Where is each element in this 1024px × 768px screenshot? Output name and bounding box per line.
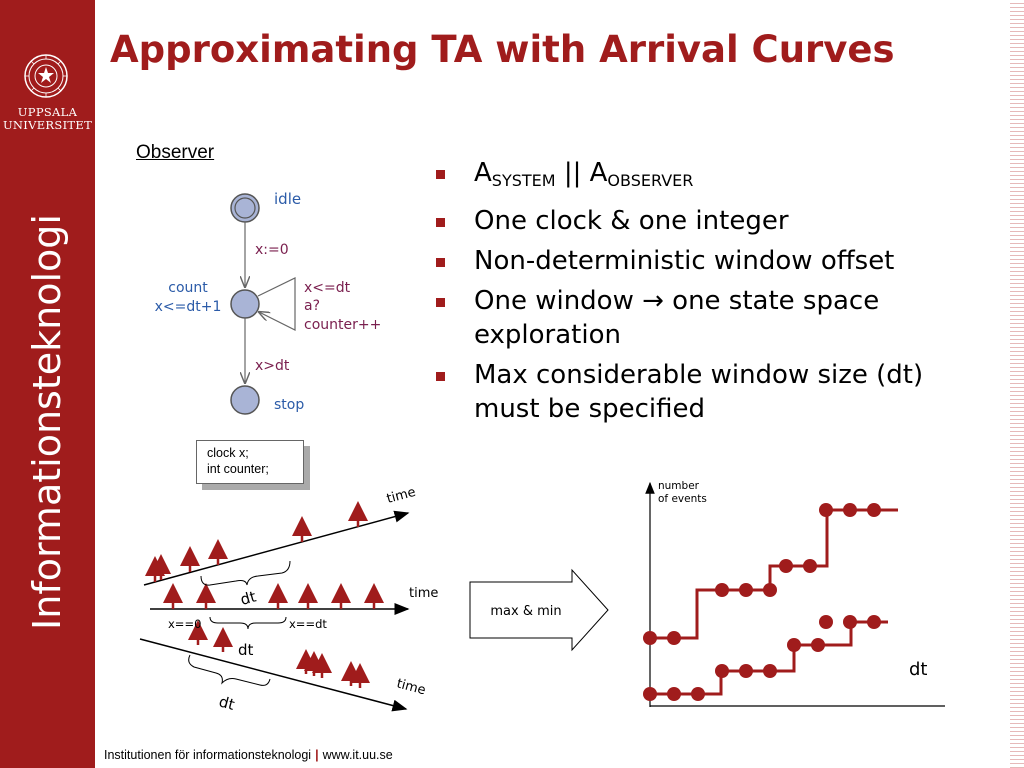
upper-point — [779, 559, 793, 573]
declarations-box: clock x; int counter; — [196, 440, 304, 484]
bottom-dt-label: dt — [217, 692, 237, 713]
lower-arrival-curve — [648, 620, 888, 696]
bullet-one-window: One window → one state space exploration — [436, 284, 996, 352]
window-start-label: x==0 — [168, 617, 201, 631]
bottom-brace — [188, 654, 271, 686]
lower-point — [691, 687, 705, 701]
middle-time-label: time — [409, 586, 438, 601]
lower-point — [819, 615, 833, 629]
bullet-list: ASYSTEM || AOBSERVER One clock & one int… — [436, 156, 996, 432]
lower-point — [715, 664, 729, 678]
stop-label: stop — [274, 397, 304, 413]
upper-point — [843, 503, 857, 517]
decorative-rule-pattern — [1010, 0, 1024, 768]
university-name-line2: UNIVERSITET — [2, 118, 93, 132]
bullet-composition-system: SYSTEM — [491, 171, 556, 190]
count-label: count — [168, 280, 208, 296]
declaration-counter: int counter; — [207, 462, 269, 476]
lower-point — [763, 664, 777, 678]
middle-dt-label: dt — [238, 641, 254, 659]
footer-url[interactable]: www.it.uu.se — [322, 748, 393, 762]
max-min-arrow-shape — [469, 568, 609, 652]
university-seal-icon — [24, 54, 68, 98]
university-name: UPPSALA UNIVERSITET — [0, 106, 95, 132]
count-invariant: x<=dt+1 — [155, 299, 222, 315]
bottom-time-label: time — [395, 676, 427, 698]
upper-point — [643, 631, 657, 645]
arrival-curves-chart: number of events dt — [643, 480, 945, 707]
max-min-arrow: max & min — [469, 568, 609, 652]
count-state — [230, 289, 260, 319]
lower-point — [739, 664, 753, 678]
slide-title: Approximating TA with Arrival Curves — [110, 28, 895, 71]
window-end-label: x==dt — [289, 617, 327, 631]
upper-point — [763, 583, 777, 597]
bullet-composition-observer: OBSERVER — [607, 171, 694, 190]
upper-point — [715, 583, 729, 597]
middle-brace — [209, 616, 287, 630]
lower-point — [811, 638, 825, 652]
reset-label: x:=0 — [255, 242, 289, 258]
bullet-composition-mid: || A — [555, 158, 608, 188]
stop-state — [230, 385, 260, 415]
upper-point — [739, 583, 753, 597]
lower-point — [787, 638, 801, 652]
observer-heading: Observer — [136, 142, 215, 163]
observer-automaton: idle x:=0 count x<=dt+1 x<=dt a? counter… — [155, 190, 381, 415]
lower-point — [867, 615, 881, 629]
idle-label: idle — [274, 190, 301, 208]
bottom-time-axis — [139, 638, 408, 712]
self-loop-edge — [258, 277, 296, 331]
university-name-line1: UPPSALA — [17, 105, 78, 119]
bullet-window-offset: Non-deterministic window offset — [436, 244, 996, 278]
sidebar: UPPSALA UNIVERSITET Informationsteknolog… — [0, 0, 95, 768]
y-axis-label-line2: of events — [658, 493, 707, 505]
idle-initial-ring — [234, 197, 256, 219]
bullet-clock-integer: One clock & one integer — [436, 204, 996, 238]
upper-point — [667, 631, 681, 645]
y-axis-label-line1: number — [658, 480, 700, 492]
top-dt-label: dt — [238, 587, 258, 608]
footer: Institutionen för informationsteknologi |… — [104, 748, 393, 762]
exit-guard-label: x>dt — [255, 358, 290, 374]
footer-institution: Institutionen för informationsteknologi — [104, 748, 312, 762]
department-vertical-label: Informationsteknologi — [25, 214, 69, 630]
lower-point — [643, 687, 657, 701]
upper-point — [819, 503, 833, 517]
lower-point — [667, 687, 681, 701]
bullet-composition: ASYSTEM || AOBSERVER — [436, 156, 996, 198]
self-loop-update: counter++ — [304, 317, 381, 333]
top-brace — [200, 560, 291, 586]
bullet-composition-a1: A — [474, 158, 492, 188]
x-axis-label: dt — [909, 659, 927, 680]
upper-point — [803, 559, 817, 573]
upper-point — [867, 503, 881, 517]
bullet-max-window: Max considerable window size (dt) must b… — [436, 358, 996, 426]
lower-point — [843, 615, 857, 629]
self-loop-sync: a? — [304, 298, 320, 314]
sliding-window-diagram: time time time dt dt dt x==0 x==dt — [139, 485, 438, 714]
max-min-label: max & min — [490, 604, 561, 619]
upper-arrival-curve — [648, 508, 898, 640]
declaration-clock: clock x; — [207, 446, 249, 460]
self-loop-guard: x<=dt — [304, 280, 351, 296]
top-time-label: time — [385, 485, 417, 507]
footer-separator: | — [315, 748, 319, 762]
top-time-axis — [143, 510, 410, 586]
